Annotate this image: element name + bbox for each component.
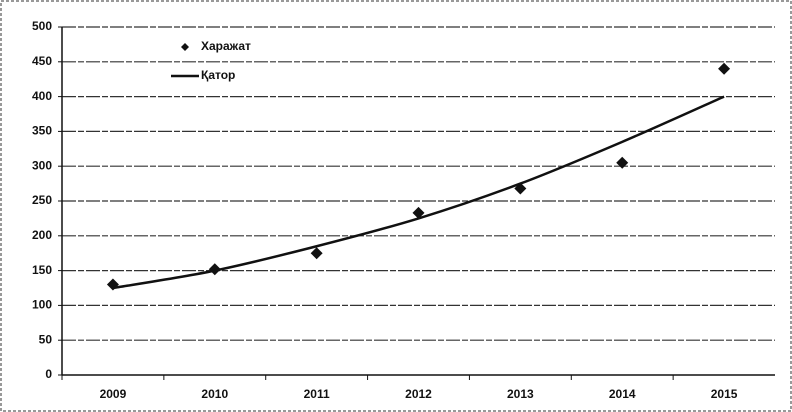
legend-label: Харажат <box>201 39 251 53</box>
y-tick-label: 300 <box>32 158 52 172</box>
marker <box>106 278 119 291</box>
marker <box>616 156 629 169</box>
x-tick-label: 2011 <box>304 387 330 401</box>
x-tick-label: 2010 <box>201 387 228 401</box>
x-tick-label: 2014 <box>609 387 636 401</box>
marker <box>718 62 731 75</box>
y-tick-label: 200 <box>32 228 52 242</box>
x-tick-label: 2009 <box>100 387 127 401</box>
marker <box>310 247 323 260</box>
y-tick-label: 50 <box>39 332 53 346</box>
legend-marker <box>181 43 189 51</box>
y-tick-label: 450 <box>32 54 52 68</box>
x-tick-label: 2013 <box>507 387 534 401</box>
marker <box>412 206 425 219</box>
trend-line <box>112 95 725 290</box>
x-tick-label: 2015 <box>711 387 738 401</box>
y-tick-label: 400 <box>32 89 52 103</box>
y-tick-label: 150 <box>32 263 52 277</box>
legend-label: Қатор <box>201 68 235 82</box>
y-tick-label: 350 <box>32 124 52 138</box>
y-tick-label: 500 <box>32 19 52 33</box>
y-tick-label: 0 <box>45 367 52 381</box>
y-tick-label: 100 <box>32 298 52 312</box>
x-tick-label: 2012 <box>405 387 432 401</box>
y-tick-label: 250 <box>32 193 52 207</box>
